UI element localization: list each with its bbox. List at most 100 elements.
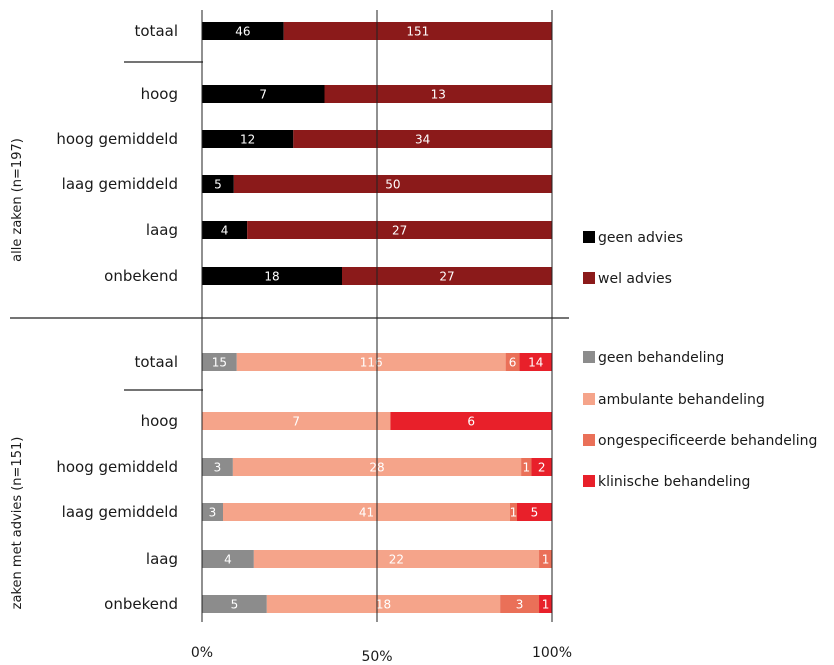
data-label-geen-behandeling: 5 [231, 598, 239, 612]
data-label-geen-advies: 18 [264, 270, 279, 284]
legend-label-geen-advies: geen advies [598, 230, 683, 246]
bar-segment-klinische-behandeling [517, 503, 552, 521]
data-label-geen-advies: 7 [259, 88, 267, 102]
bar-segment-geen-advies [202, 85, 325, 103]
data-label-ambulante-behandeling: 116 [360, 356, 383, 370]
bar-segment-geen-behandeling [202, 458, 233, 476]
bar-segment-ambulante-behandeling [266, 595, 501, 613]
data-label-geen-behandeling: 3 [214, 461, 222, 475]
data-label-ambulante-behandeling: 22 [389, 553, 404, 567]
bar-segment-wel-advies [293, 130, 552, 148]
bar-segment-geen-behandeling [202, 503, 223, 521]
bar-segment-geen-advies [202, 221, 248, 239]
category-label: laag gemiddeld [62, 175, 178, 193]
legend-swatch-klinische-behandeling [583, 475, 595, 487]
legend-label-klinische-behandeling: klinische behandeling [598, 474, 750, 490]
legend-swatch-wel-advies [583, 272, 595, 284]
data-label-ongespecificeerde-behandeling: 6 [509, 356, 517, 370]
bar-segment-klinische-behandeling [519, 353, 552, 371]
data-label-geen-advies: 12 [240, 133, 255, 147]
bar-segment-wel-advies [283, 22, 552, 40]
bar-segment-klinische-behandeling [531, 458, 552, 476]
bar-segment-geen-advies [202, 22, 284, 40]
data-label-geen-behandeling: 15 [212, 356, 227, 370]
data-label-ambulante-behandeling: 18 [376, 598, 391, 612]
bar-segment-ambulante-behandeling [223, 503, 510, 521]
data-label-ambulante-behandeling: 41 [359, 506, 374, 520]
x-tick-labels: 0% 50% 100% [191, 645, 572, 665]
data-label-wel-advies: 34 [415, 133, 430, 147]
data-label-ambulante-behandeling: 7 [292, 415, 300, 429]
bar-segment-ongespecificeerde-behandeling [510, 503, 517, 521]
group-labels: alle zaken (n=197) zaken met advies (n=15… [10, 138, 25, 609]
data-label-wel-advies: 50 [385, 178, 400, 192]
legend-label-ambulante-behandeling: ambulante behandeling [598, 392, 765, 408]
data-label-wel-advies: 27 [439, 270, 454, 284]
category-label: hoog gemiddeld [56, 458, 178, 476]
data-label-klinische-behandeling: 2 [538, 461, 546, 475]
bar-segment-geen-advies [202, 175, 234, 193]
bar-segment-ongespecificeerde-behandeling [500, 595, 540, 613]
category-label: laag [146, 550, 178, 568]
bar-segment-geen-advies [202, 267, 342, 285]
data-label-wel-advies: 151 [406, 25, 429, 39]
bar-segment-geen-behandeling [202, 353, 237, 371]
category-label: laag [146, 221, 178, 239]
data-label-geen-advies: 46 [235, 25, 250, 39]
bar-segment-wel-advies [247, 221, 552, 239]
bar-segment-wel-advies [324, 85, 552, 103]
category-label: hoog [141, 85, 178, 103]
legend: geen advies wel advies geen behandeling amb… [583, 230, 817, 490]
legend-label-geen-behandeling: geen behandeling [598, 350, 724, 366]
data-label-klinische-behandeling: 5 [531, 506, 539, 520]
bar-segment-klinische-behandeling [539, 595, 552, 613]
legend-label-wel-advies: wel advies [598, 271, 672, 287]
bar-segment-ambulante-behandeling [236, 353, 506, 371]
x-tick-label: 0% [191, 645, 213, 661]
bar-segment-ongespecificeerde-behandeling [505, 353, 520, 371]
data-label-ongespecificeerde-behandeling: 1 [522, 461, 530, 475]
category-label: totaal [135, 353, 179, 371]
data-label-wel-advies: 27 [392, 224, 407, 238]
legend-swatch-ongespecificeerde-behandeling [583, 434, 595, 446]
bar-segment-geen-behandeling [202, 550, 254, 568]
legend-swatch-ambulante-behandeling [583, 393, 595, 405]
data-label-geen-behandeling: 3 [209, 506, 217, 520]
bar-segment-wel-advies [233, 175, 552, 193]
group-label: alle zaken (n=197) [10, 138, 25, 262]
bar-segment-geen-behandeling [202, 595, 267, 613]
data-label-geen-behandeling: 4 [224, 553, 232, 567]
category-label: hoog [141, 412, 178, 430]
data-label-geen-advies: 4 [221, 224, 229, 238]
x-tick-label: 100% [532, 645, 572, 661]
category-label: laag gemiddeld [62, 503, 178, 521]
bar-segment-klinische-behandeling [390, 412, 552, 430]
data-label-klinische-behandeling: 1 [542, 598, 550, 612]
bar-segment-wel-advies [342, 267, 552, 285]
data-label-klinische-behandeling: 14 [528, 356, 543, 370]
gridlines [201, 10, 553, 622]
bar-segment-ongespecificeerde-behandeling [539, 550, 552, 568]
bar-segment-ambulante-behandeling [202, 412, 391, 430]
legend-label-ongespecificeerde-behandeling: ongespecificeerde behandeling [598, 433, 817, 449]
group-label: zaken met advies (n=151) [10, 437, 25, 610]
bar-segment-geen-advies [202, 130, 294, 148]
category-label: onbekend [104, 267, 178, 285]
data-label-klinische-behandeling: 6 [467, 415, 475, 429]
bar-segment-ambulante-behandeling [253, 550, 540, 568]
legend-swatch-geen-advies [583, 231, 595, 243]
data-label-geen-advies: 5 [214, 178, 222, 192]
x-tick-label: 50% [361, 649, 392, 665]
category-label: hoog gemiddeld [56, 130, 178, 148]
data-label-ongespecificeerde-behandeling: 1 [510, 506, 518, 520]
bar-segment-ongespecificeerde-behandeling [521, 458, 532, 476]
legend-swatch-geen-behandeling [583, 351, 595, 363]
data-label-wel-advies: 13 [431, 88, 446, 102]
category-label: onbekend [104, 595, 178, 613]
separator-lines [10, 61, 569, 391]
data-label-ongespecificeerde-behandeling: 3 [516, 598, 524, 612]
data-label-ongespecificeerde-behandeling: 1 [542, 553, 550, 567]
category-labels: totaal hoog hoog gemiddeld laag gemiddeld la… [56, 22, 178, 613]
